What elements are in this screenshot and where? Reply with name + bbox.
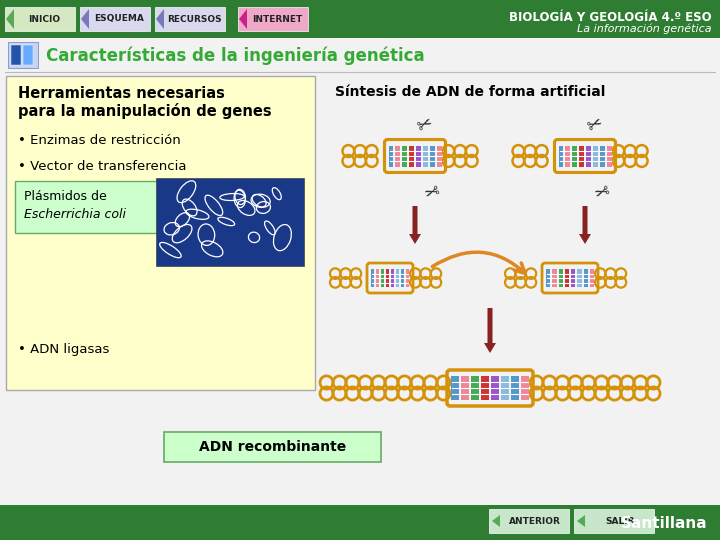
Bar (396, 269, 399, 287)
Text: • Vector de transferencia: • Vector de transferencia (18, 159, 186, 172)
Polygon shape (492, 515, 500, 527)
Bar (593, 145, 598, 166)
FancyBboxPatch shape (5, 7, 75, 31)
FancyBboxPatch shape (15, 181, 157, 233)
FancyArrow shape (579, 206, 591, 244)
Bar (586, 145, 591, 166)
Bar (406, 269, 409, 287)
Text: ✂: ✂ (414, 113, 436, 137)
Text: Plásmidos de: Plásmidos de (24, 191, 107, 204)
FancyArrow shape (409, 206, 421, 244)
Bar (376, 269, 379, 287)
Bar (572, 145, 577, 166)
Bar (481, 376, 489, 400)
Bar (559, 269, 563, 287)
Bar (559, 145, 563, 166)
Bar (571, 269, 575, 287)
Bar (416, 145, 421, 166)
Bar (156, 178, 304, 266)
Bar (402, 145, 407, 166)
Bar (546, 269, 550, 287)
Polygon shape (577, 515, 585, 527)
Polygon shape (156, 9, 164, 29)
FancyBboxPatch shape (6, 76, 315, 390)
Text: ADN recombinante: ADN recombinante (199, 440, 346, 454)
FancyArrowPatch shape (432, 252, 525, 273)
FancyBboxPatch shape (164, 432, 381, 462)
FancyBboxPatch shape (574, 509, 654, 533)
Text: • Enzimas de restricción: • Enzimas de restricción (18, 133, 181, 146)
Bar (501, 376, 509, 400)
Bar (564, 269, 569, 287)
Text: ANTERIOR: ANTERIOR (509, 516, 561, 525)
Bar (391, 269, 394, 287)
Bar (590, 269, 594, 287)
Text: SALIR: SALIR (606, 516, 635, 525)
Text: ✂: ✂ (585, 113, 606, 137)
Bar (461, 376, 469, 400)
Bar (579, 145, 584, 166)
FancyArrow shape (484, 308, 496, 353)
Bar (471, 376, 479, 400)
Bar (600, 145, 605, 166)
Bar (436, 145, 441, 166)
Bar (401, 269, 404, 287)
Text: Síntesis de ADN de forma artificial: Síntesis de ADN de forma artificial (335, 85, 606, 99)
Bar (395, 145, 400, 166)
Polygon shape (239, 9, 247, 29)
FancyBboxPatch shape (8, 42, 38, 68)
Bar (389, 145, 393, 166)
Text: Santillana: Santillana (621, 516, 708, 530)
Polygon shape (81, 9, 89, 29)
Text: Herramientas necesarias: Herramientas necesarias (18, 86, 225, 102)
Text: Características de la ingeniería genética: Características de la ingeniería genétic… (46, 47, 425, 65)
FancyBboxPatch shape (238, 7, 308, 31)
Text: La información genética: La información genética (577, 23, 712, 33)
Bar (511, 376, 519, 400)
Bar (423, 145, 428, 166)
Text: ESQUEMA: ESQUEMA (94, 15, 144, 24)
Polygon shape (6, 9, 14, 29)
Bar (491, 376, 499, 400)
Bar (521, 376, 529, 400)
Text: • ADN ligasas: • ADN ligasas (18, 343, 109, 356)
Bar (409, 145, 414, 166)
Text: Escherrichia coli: Escherrichia coli (24, 208, 126, 221)
Bar (451, 376, 459, 400)
Text: INICIO: INICIO (28, 15, 60, 24)
Bar (0, 0, 720, 38)
Text: ✂: ✂ (420, 177, 440, 199)
Bar (430, 145, 435, 166)
FancyBboxPatch shape (155, 7, 225, 31)
Text: BIOLOGÍA Y GEOLOGÍA 4.º ESO: BIOLOGÍA Y GEOLOGÍA 4.º ESO (509, 11, 712, 24)
Bar (0, 505, 720, 540)
Bar (607, 145, 611, 166)
Text: INTERNET: INTERNET (252, 15, 302, 24)
Bar (386, 269, 389, 287)
FancyBboxPatch shape (489, 509, 569, 533)
Bar (565, 145, 570, 166)
Bar (11, 45, 21, 65)
Bar (577, 269, 582, 287)
Bar (583, 269, 588, 287)
Text: para la manipulación de genes: para la manipulación de genes (18, 103, 271, 119)
Bar (23, 45, 33, 65)
Text: ✂: ✂ (590, 177, 610, 199)
Bar (381, 269, 384, 287)
Bar (371, 269, 374, 287)
Bar (552, 269, 557, 287)
Text: RECURSOS: RECURSOS (167, 15, 221, 24)
FancyBboxPatch shape (80, 7, 150, 31)
